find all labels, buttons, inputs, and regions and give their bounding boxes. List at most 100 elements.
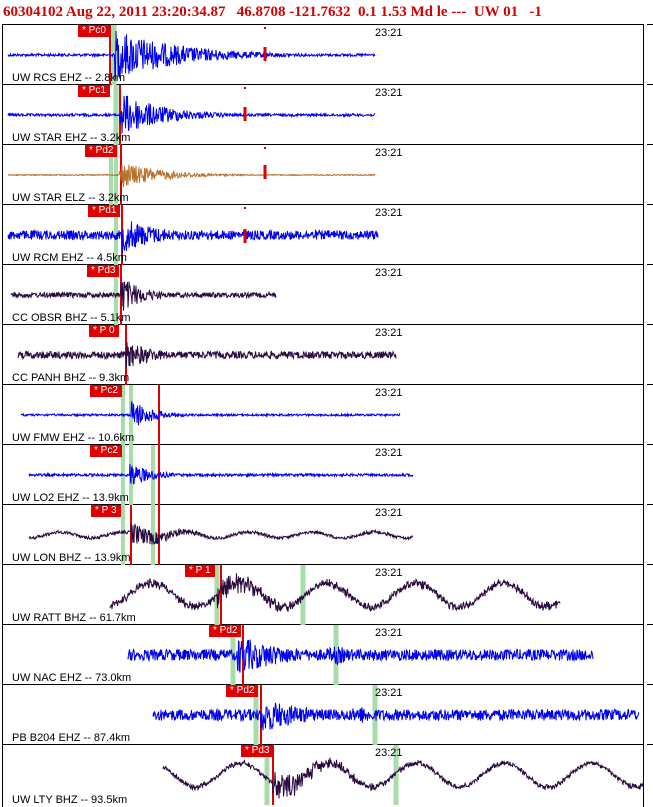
waveform-plot xyxy=(28,445,414,505)
phase-pick-tag[interactable]: * Pd3 xyxy=(87,265,120,277)
panel-divider-tick xyxy=(647,264,653,265)
seismic-waveform xyxy=(20,400,401,426)
seismic-waveform xyxy=(10,281,277,311)
time-mark-label: 23:21 xyxy=(375,387,403,399)
station-channel-label: PB B204 EHZ -- 87.4km xyxy=(12,732,130,744)
trace-panel[interactable]: * Pd3 23:21 CC OBSR BHZ -- 5.1km xyxy=(2,264,644,325)
time-mark-label: 23:21 xyxy=(375,747,403,759)
trace-panel[interactable]: * Pd2 23:21 UW NAC EHZ -- 73.0km xyxy=(2,624,644,685)
waveform-plot xyxy=(127,625,594,685)
seismic-waveform xyxy=(28,522,414,545)
phase-pick-tag[interactable]: * Pd1 xyxy=(88,205,121,217)
waveform-plot xyxy=(8,145,376,205)
waveform-plot xyxy=(7,85,375,145)
panel-divider-tick xyxy=(647,384,653,385)
trace-panel[interactable]: * Pc1 23:21 UW STAR EHZ -- 3.2km xyxy=(2,84,644,145)
window-marker-band xyxy=(372,685,378,745)
phase-pick-tag[interactable]: * Pc1 xyxy=(78,85,110,97)
panel-divider-tick xyxy=(647,324,653,325)
trace-panel[interactable]: * Pd2 23:21 PB B204 EHZ -- 87.4km xyxy=(2,684,644,745)
seismic-waveform xyxy=(127,639,594,673)
vertical-scrollbar[interactable] xyxy=(645,24,653,806)
trace-panel[interactable]: * Pc0 23:21 UW RCS EHZ -- 2.8km xyxy=(2,24,644,85)
seismic-waveform xyxy=(162,757,643,799)
station-channel-label: UW RCS EHZ -- 2.8km xyxy=(12,72,126,84)
station-channel-label: UW FMW EHZ -- 10.6km xyxy=(12,432,135,444)
station-channel-label: CC PANH BHZ -- 9.3km xyxy=(12,372,130,384)
panel-divider-tick xyxy=(647,24,653,25)
seismic-waveform xyxy=(7,30,376,80)
panel-divider-tick xyxy=(647,624,653,625)
seismic-waveform xyxy=(109,573,561,613)
waveform-plot xyxy=(17,325,397,385)
station-channel-label: UW LON BHZ -- 13.9km xyxy=(12,552,131,564)
amplitude-marker xyxy=(263,47,267,61)
window-marker-band xyxy=(121,505,125,565)
phase-pick-tag[interactable]: * P 1 xyxy=(185,565,215,577)
station-channel-label: UW RATT BHZ -- 61.7km xyxy=(12,612,136,624)
trace-panel[interactable]: * Pd2 23:21 UW STAR ELZ -- 3.2km xyxy=(2,144,644,205)
seismic-waveform xyxy=(28,463,414,485)
trace-panel[interactable]: * Pc2 23:21 UW FMW EHZ -- 10.6km xyxy=(2,384,644,445)
amplitude-marker xyxy=(263,165,267,179)
pick-marker-line xyxy=(130,505,132,565)
time-mark-label: 23:21 xyxy=(375,327,403,339)
phase-pick-tag[interactable]: * Pd2 xyxy=(226,685,259,697)
waveform-plot xyxy=(28,505,414,565)
phase-pick-tag[interactable]: * Pd2 xyxy=(85,145,118,157)
pick-marker-line xyxy=(158,445,160,505)
phase-pick-tag[interactable]: * P 0 xyxy=(89,325,119,337)
seismogram-panel-stack[interactable]: * Pc0 23:21 UW RCS EHZ -- 2.8km * Pc1 23:21 U… xyxy=(0,24,653,807)
seismic-waveform xyxy=(152,702,640,731)
amplitude-marker xyxy=(243,107,247,121)
phase-pick-tag[interactable]: * P 3 xyxy=(91,505,121,517)
station-channel-label: UW STAR ELZ -- 3.2km xyxy=(12,192,129,204)
pick-marker-line xyxy=(272,745,274,805)
trace-panel[interactable]: * Pc2 23:21 UW LO2 EHZ -- 13.9km xyxy=(2,444,644,505)
window-marker-band xyxy=(300,565,306,625)
trace-panel[interactable]: * P 1 23:21 UW RATT BHZ -- 61.7km xyxy=(2,564,644,625)
panel-divider-tick xyxy=(647,444,653,445)
time-mark-label: 23:21 xyxy=(375,207,403,219)
pick-marker-line xyxy=(220,565,222,625)
trace-panel[interactable]: * P 0 23:21 CC PANH BHZ -- 9.3km xyxy=(2,324,644,385)
amplitude-marker-tick xyxy=(264,27,266,29)
station-channel-label: CC OBSR BHZ -- 5.1km xyxy=(12,312,131,324)
station-channel-label: UW STAR EHZ -- 3.2km xyxy=(12,132,131,144)
time-mark-label: 23:21 xyxy=(375,147,403,159)
time-mark-label: 23:21 xyxy=(375,87,403,99)
time-mark-label: 23:21 xyxy=(375,27,403,39)
time-mark-label: 23:21 xyxy=(375,627,403,639)
time-mark-label: 23:21 xyxy=(375,267,403,279)
event-summary-text: 60304102 Aug 22, 2011 23:20:34.87 46.870… xyxy=(3,4,542,20)
waveform-plot xyxy=(20,385,401,445)
amplitude-marker-tick xyxy=(244,207,246,209)
trace-panel[interactable]: * P 3 23:21 UW LON BHZ -- 13.9km xyxy=(2,504,644,565)
station-channel-label: UW LTY BHZ -- 93.5km xyxy=(12,794,128,806)
trace-panel[interactable]: * Pd3 23:21 UW LTY BHZ -- 93.5km xyxy=(2,744,644,807)
seismic-waveform xyxy=(7,95,375,134)
seismic-waveform xyxy=(8,164,376,188)
trace-panel[interactable]: * Pd1 23:21 UW RCM EHZ -- 4.5km xyxy=(2,204,644,265)
seismic-waveform xyxy=(17,342,397,368)
panel-divider-tick xyxy=(647,84,653,85)
phase-pick-tag[interactable]: * Pd3 xyxy=(241,745,274,757)
waveform-plot xyxy=(152,685,640,745)
waveform-plot xyxy=(10,265,277,325)
time-mark-label: 23:21 xyxy=(375,687,403,699)
panel-divider-tick xyxy=(647,144,653,145)
waveform-plot xyxy=(7,205,379,265)
station-channel-label: UW NAC EHZ -- 73.0km xyxy=(12,672,132,684)
phase-pick-tag[interactable]: * Pc2 xyxy=(90,385,122,397)
panel-divider-tick xyxy=(647,684,653,685)
seismic-waveform xyxy=(7,221,379,253)
phase-pick-tag[interactable]: * Pd2 xyxy=(209,625,242,637)
time-mark-label: 23:21 xyxy=(375,567,403,579)
window-marker-band xyxy=(393,745,399,805)
phase-pick-tag[interactable]: * Pc2 xyxy=(90,445,122,457)
waveform-plot xyxy=(7,25,376,85)
window-marker-band xyxy=(264,745,270,805)
panel-divider-tick xyxy=(647,564,653,565)
amplitude-marker xyxy=(243,229,247,243)
phase-pick-tag[interactable]: * Pc0 xyxy=(78,25,110,37)
